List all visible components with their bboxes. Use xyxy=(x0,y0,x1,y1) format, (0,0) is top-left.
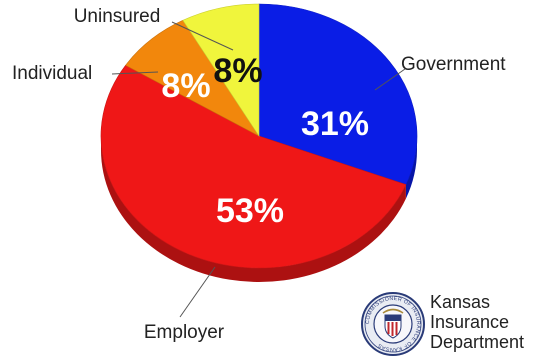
leader-line-government xyxy=(374,68,406,91)
pie-slice-employer xyxy=(100,64,407,269)
category-label-government: Government xyxy=(401,54,506,75)
leader-line-uninsured xyxy=(171,21,234,51)
leader-line-individual xyxy=(111,71,159,75)
logo-line-kansas: Kansas xyxy=(430,292,491,312)
pie-category-labels: Uninsured Individual Government Employer xyxy=(12,6,506,343)
pie-slice-uninsured xyxy=(182,3,260,138)
seal-icon: COMMISSIONER OF INSURANCE OF KANSAS xyxy=(361,292,425,356)
pie-value-labels: 31% 53% 8% 8% xyxy=(161,52,369,230)
logo-line-department: Department xyxy=(430,332,525,352)
pie-side-government xyxy=(405,136,417,199)
category-label-employer: Employer xyxy=(144,322,225,343)
pie-slice-government xyxy=(258,3,418,185)
leader-lines xyxy=(111,21,406,318)
pie-slices xyxy=(100,3,418,269)
pie-depth-sides xyxy=(100,136,417,283)
category-label-individual: Individual xyxy=(12,63,92,84)
logo-line-insurance: Insurance xyxy=(430,312,510,332)
slice-value-label-employer: 53% xyxy=(216,192,284,230)
kansas-insurance-department-logo-text: Kansas Insurance Department xyxy=(430,292,524,352)
slice-value-label-individual: 8% xyxy=(161,67,210,105)
category-label-uninsured: Uninsured xyxy=(74,6,161,27)
kansas-insurance-seal: COMMISSIONER OF INSURANCE OF KANSAS xyxy=(361,292,425,356)
slice-value-label-government: 31% xyxy=(301,105,369,143)
leader-line-employer xyxy=(179,266,216,318)
slice-value-label-uninsured: 8% xyxy=(213,52,262,90)
